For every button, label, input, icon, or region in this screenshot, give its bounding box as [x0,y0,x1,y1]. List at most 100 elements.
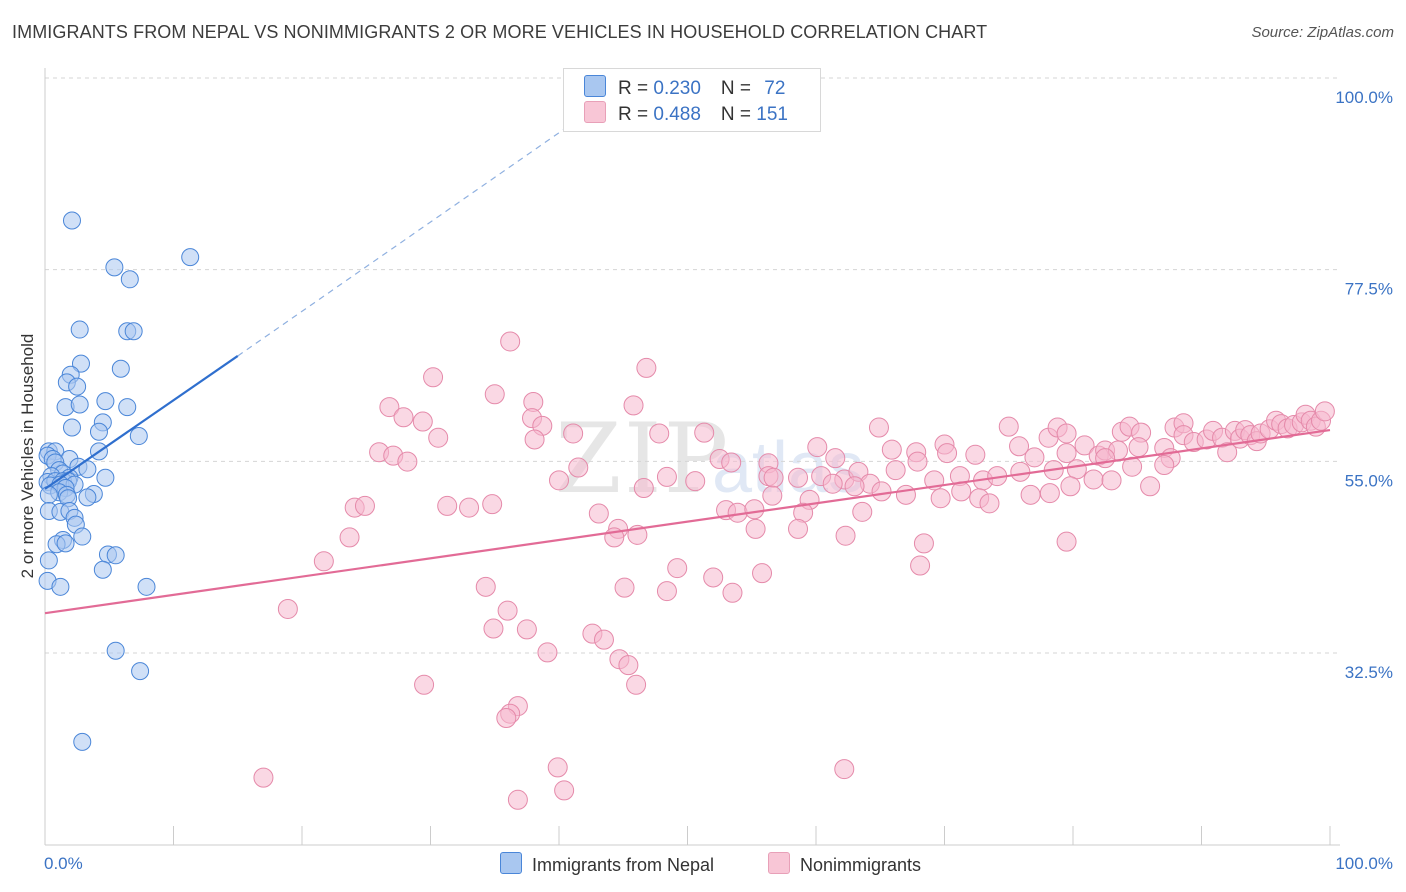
x-tick-label: 0.0% [44,854,83,873]
n-label: N = [720,104,757,125]
nonimmigrant-point [745,518,766,539]
n-label: N = [720,78,757,99]
nonimmigrant-point [1074,435,1095,456]
nonimmigrant-point [930,488,951,509]
y-tick-label: 55.0% [1345,471,1393,490]
nonimmigrant-point [825,448,846,469]
nepal-point [124,322,143,341]
nonimmigrant-point [937,443,958,464]
nepal-point [118,398,137,417]
nonimmigrant-point [744,499,765,520]
nonimmigrant-point [497,600,518,621]
nonimmigrant-point [1066,459,1087,480]
nonimmigrant-point [1056,423,1077,444]
nonimmigrant-point [1009,436,1030,457]
source-label: Source: ZipAtlas.com [1251,24,1394,41]
y-tick-label: 32.5% [1345,663,1393,682]
nonimmigrant-point [667,558,688,579]
tick-labels: 100.0% 77.5% 55.0% 32.5% 0.0% 100.0% [44,88,1393,873]
legend-label-nepal: Immigrants from Nepal [532,855,715,875]
nonimmigrant-point [618,655,639,676]
nepal-point [106,546,125,565]
nonimmigrant-point [1095,448,1116,469]
nonimmigrant-point [537,642,558,663]
nonimmigrant-point [835,525,856,546]
nonimmigrant-point [1056,531,1077,552]
nonimmigrant-point [516,619,537,640]
nonimmigrant-point [656,581,677,602]
legend-label-nonimmigrants: Nonimmigrants [800,855,922,875]
nepal-point [51,577,70,596]
nonimmigrant-point [852,501,873,522]
nepal-point [105,258,124,277]
nonimmigrant-point [1140,476,1161,497]
legend-item-nepal: Immigrants from Nepal [500,852,714,876]
nonimmigrants-points [253,331,1335,810]
nonimmigrant-point [834,759,855,780]
nonimmigrant-point [1010,461,1031,482]
nonimmigrant-point [722,582,743,603]
grid-lines [45,77,1340,654]
r-value-nonimmigrants: 0.488 [653,104,701,125]
nonimmigrant-point [788,518,809,539]
nonimmigrant-point [907,451,928,472]
nonimmigrant-point [1083,469,1104,490]
nonimmigrant-point [500,331,521,352]
nonimmigrant-point [951,481,972,502]
nepal-point [93,560,112,579]
nonimmigrant-point [1128,437,1149,458]
blue-swatch [500,852,522,874]
nonimmigrant-point [752,563,773,584]
nonimmigrant-point [412,411,433,432]
nonimmigrant-point [393,407,414,428]
pink-swatch [584,101,606,123]
nonimmigrant-point [1020,484,1041,505]
nepal-point [78,488,97,507]
legend-item-nonimmigrants: Nonimmigrants [768,852,921,876]
nepal-point [129,427,148,446]
nepal-trend-line [44,355,239,490]
legend-row-nonimmigrants: R = 0.488 N = 151 [584,101,788,127]
nonimmigrant-point [649,423,670,444]
nepal-point [111,359,130,378]
nonimmigrant-point [910,555,931,576]
nonimmigrant-point [496,708,517,728]
nonimmigrant-point [807,437,828,458]
nonimmigrant-point [822,473,843,494]
r-value-nepal: 0.230 [653,78,701,99]
blue-swatch [584,75,606,97]
nonimmigrant-point [437,495,458,516]
n-value-nepal: 72 [764,78,786,99]
nonimmigrant-point [913,533,934,554]
nonimmigrant-point [763,467,784,488]
r-label: R = [618,104,654,125]
nonimmigrant-point [253,767,274,788]
legend-row-nepal: R = 0.230 N = 72 [584,75,785,101]
nonimmigrant-point [483,618,504,639]
nepal-point [73,527,92,546]
nepal-point [131,662,150,681]
nonimmigrant-point [636,357,657,378]
nonimmigrant-point [482,494,503,515]
nonimmigrant-point [568,457,589,478]
nonimmigrant-point [979,493,1000,514]
nonimmigrant-point [694,422,715,443]
nonimmigrant-point [881,439,902,460]
x-tick-label: 100.0% [1335,854,1393,873]
nonimmigrant-point [1056,443,1077,464]
n-value-nonimmigrants: 151 [756,104,788,125]
nonimmigrant-point [507,789,528,810]
nonimmigrant-point [844,476,865,497]
y-tick-label: 77.5% [1345,280,1393,299]
nepal-point [89,422,108,441]
nepal-point [71,354,90,373]
nonimmigrant-point [1314,401,1335,422]
nonimmigrant-point [762,485,783,506]
nonimmigrant-point [614,577,635,598]
nonimmigrant-point [1024,447,1045,468]
nonimmigrant-point [379,397,400,418]
nonimmigrant-point [1039,483,1060,504]
nonimmigrant-point [1217,442,1238,463]
nonimmigrant-point [397,451,418,472]
